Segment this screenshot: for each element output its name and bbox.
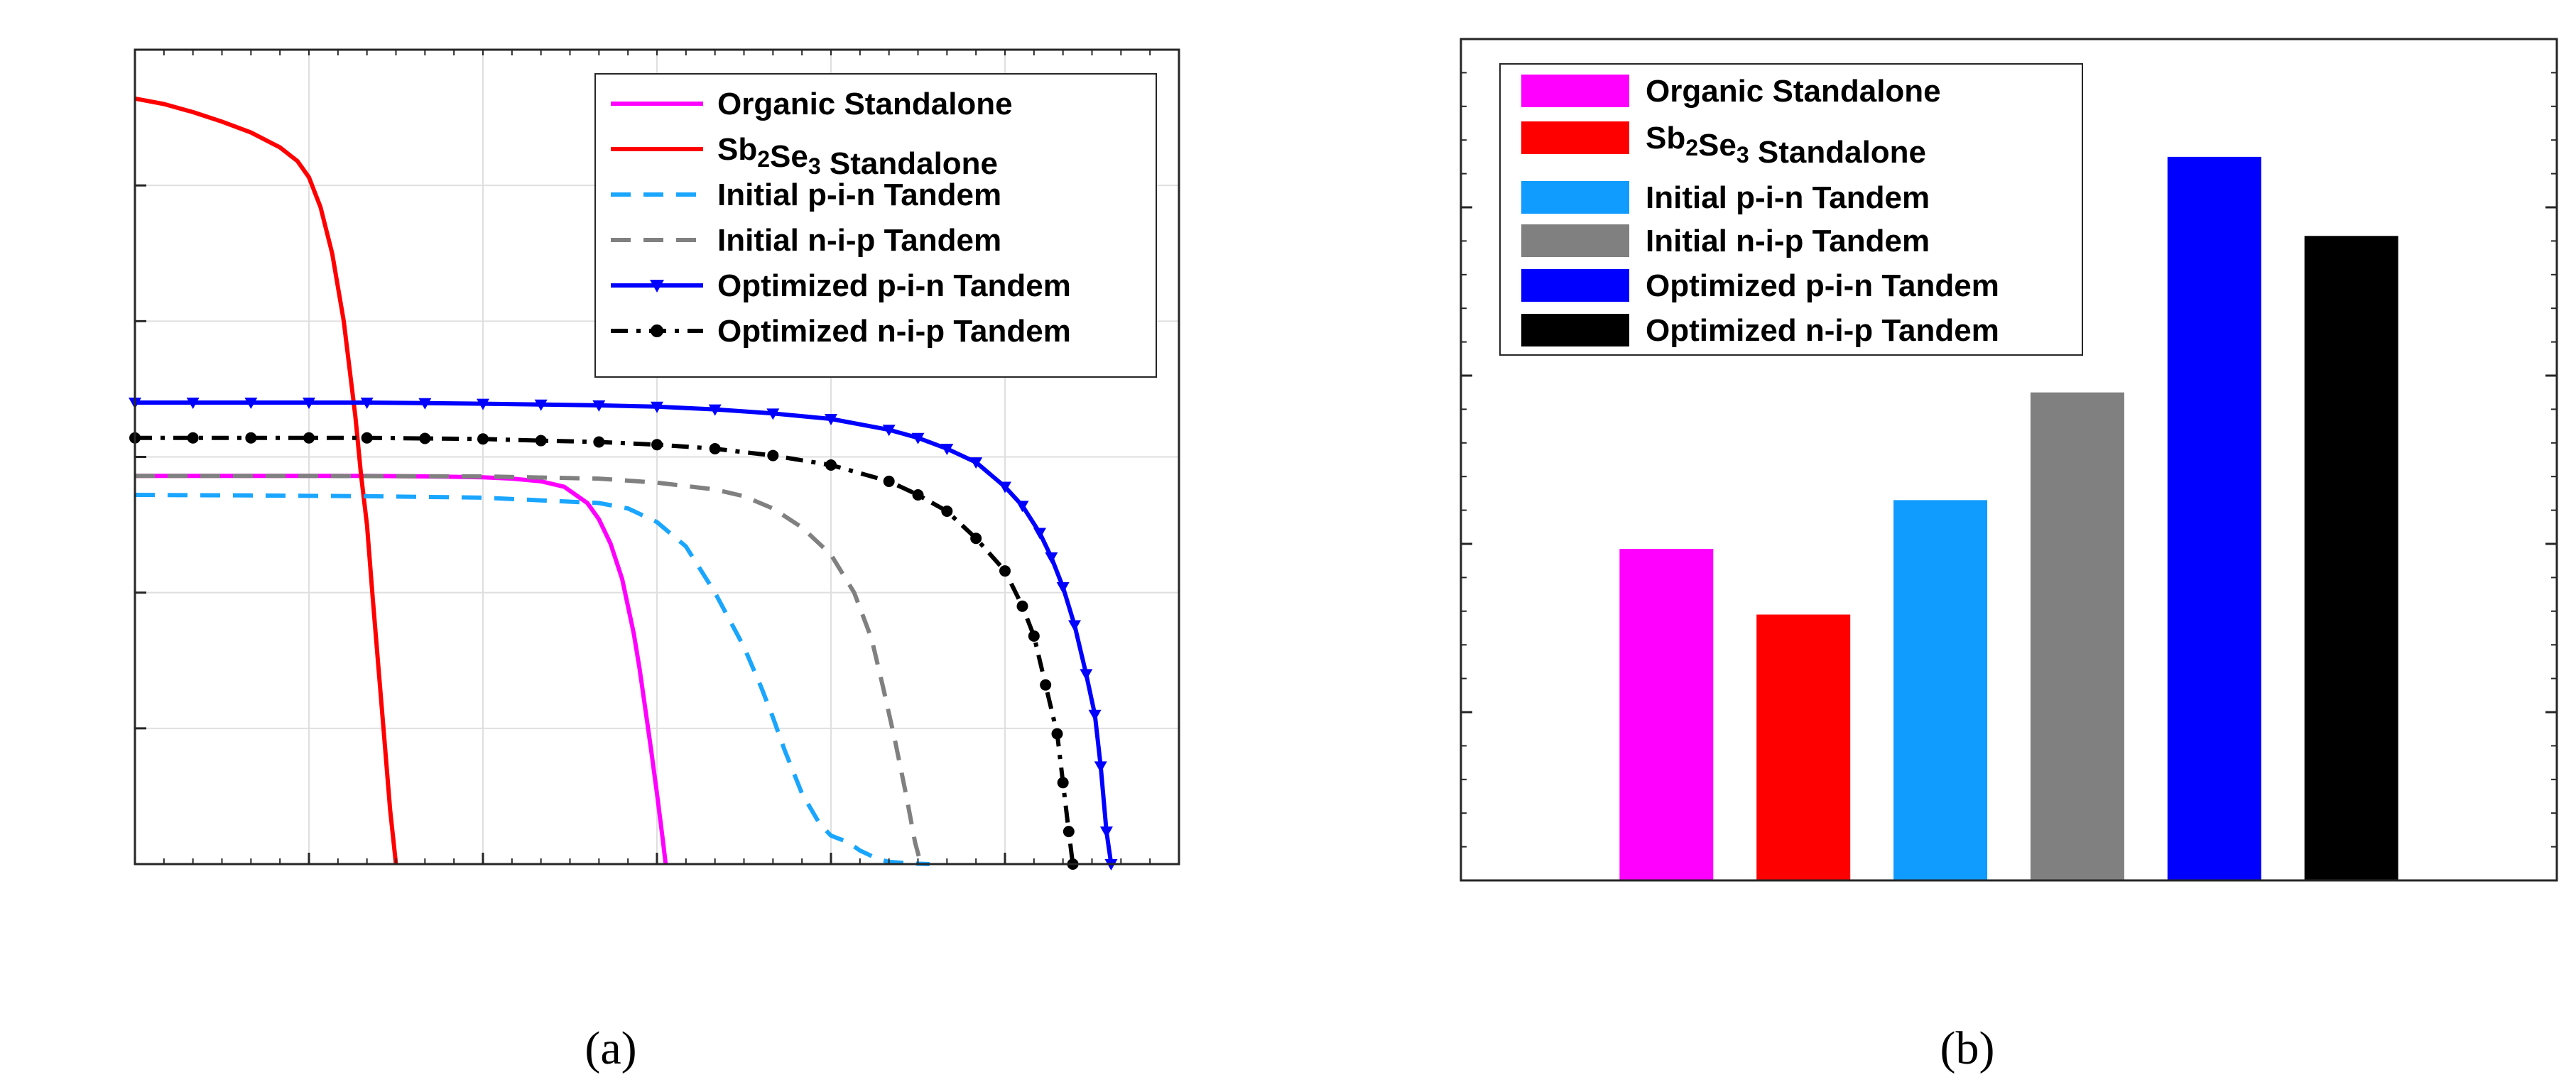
series-point-optimized-p-i-n-tandem <box>1016 501 1029 513</box>
series-point-optimized-p-i-n-tandem <box>708 404 722 416</box>
series-point-optimized-n-i-p-tandem <box>1016 600 1028 612</box>
series-line-initial-n-i-p-tandem <box>135 474 923 865</box>
bar-optimized-p-i-n-tandem <box>2167 156 2261 880</box>
legend-swatch-b-initial-n-i-p-tandem <box>1521 224 1629 257</box>
series-point-optimized-n-i-p-tandem <box>1040 679 1052 691</box>
bar-organic-standalone <box>1619 549 1714 880</box>
series-point-optimized-n-i-p-tandem <box>245 432 257 444</box>
series-line-organic-standalone <box>135 474 668 865</box>
series-point-optimized-p-i-n-tandem <box>911 432 925 444</box>
series-point-optimized-n-i-p-tandem <box>1057 777 1069 789</box>
series-point-optimized-p-i-n-tandem <box>360 398 374 410</box>
series-point-optimized-p-i-n-tandem <box>1080 669 1093 681</box>
legend-label-initial-n-i-p-tandem: Initial n-i-p Tandem <box>717 223 1001 258</box>
series-point-optimized-p-i-n-tandem <box>825 413 837 425</box>
series-point-optimized-n-i-p-tandem <box>767 449 779 462</box>
series-point-optimized-n-i-p-tandem <box>999 565 1011 577</box>
legend-swatch-b-optimized-n-i-p-tandem <box>1521 314 1629 346</box>
series-point-optimized-n-i-p-tandem <box>361 432 373 444</box>
legend-label-b-initial-n-i-p-tandem: Initial n-i-p Tandem <box>1646 224 1930 258</box>
bar-sb2se3-standalone <box>1756 614 1851 880</box>
legend-label-b-sb2se3-standalone: Sb2Se3 Standalone <box>1646 121 1926 170</box>
series-point-optimized-p-i-n-tandem <box>477 398 489 410</box>
series-point-optimized-p-i-n-tandem <box>186 398 200 410</box>
series-point-optimized-p-i-n-tandem <box>592 400 606 412</box>
series-point-optimized-p-i-n-tandem <box>1033 528 1046 540</box>
series-point-optimized-n-i-p-tandem <box>187 432 199 444</box>
series-point-optimized-n-i-p-tandem <box>1063 826 1075 838</box>
legend-label-b-optimized-p-i-n-tandem: Optimized p-i-n Tandem <box>1646 268 1999 303</box>
legend-label-b-optimized-n-i-p-tandem: Optimized n-i-p Tandem <box>1646 313 1999 348</box>
series-line-initial-p-i-n-tandem <box>134 493 930 866</box>
legend-a <box>594 73 1157 378</box>
series-point-optimized-n-i-p-tandem <box>941 505 953 517</box>
axes-box-b <box>1460 38 2558 882</box>
legend-marker-optimized-n-i-p-tandem <box>651 324 663 337</box>
series-line-sb2se3-standalone <box>134 96 398 865</box>
caption-a: (a) <box>585 1022 636 1074</box>
legend-label-optimized-p-i-n-tandem: Optimized p-i-n Tandem <box>717 268 1071 303</box>
series-point-optimized-n-i-p-tandem <box>651 439 663 451</box>
series-point-optimized-n-i-p-tandem <box>535 435 547 447</box>
series-point-optimized-n-i-p-tandem <box>477 433 489 445</box>
legend-label-sb2se3-standalone: Sb2Se3 Standalone <box>717 132 998 181</box>
legend-label-initial-p-i-n-tandem: Initial p-i-n Tandem <box>717 178 1001 212</box>
series-point-optimized-n-i-p-tandem <box>303 432 315 444</box>
bar-optimized-n-i-p-tandem <box>2304 236 2398 880</box>
caption-b: (b) <box>1940 1022 1995 1074</box>
bar-initial-n-i-p-tandem <box>2030 392 2124 880</box>
legend-swatch-b-sb2se3-standalone <box>1521 121 1629 154</box>
series-point-optimized-n-i-p-tandem <box>1051 728 1063 740</box>
legend-marker-optimized-p-i-n-tandem <box>650 280 664 293</box>
legend-label-organic-standalone: Organic Standalone <box>717 87 1013 121</box>
series-point-optimized-n-i-p-tandem <box>825 459 837 471</box>
series-point-optimized-p-i-n-tandem <box>244 398 258 410</box>
series-point-optimized-p-i-n-tandem <box>651 401 663 413</box>
series-point-optimized-p-i-n-tandem <box>418 398 432 410</box>
legend-swatch-b-organic-standalone <box>1521 75 1629 107</box>
series-point-optimized-p-i-n-tandem <box>1088 709 1102 721</box>
legend-label-b-organic-standalone: Organic Standalone <box>1646 74 1941 109</box>
series-point-optimized-p-i-n-tandem <box>1056 582 1070 594</box>
series-point-optimized-p-i-n-tandem <box>940 444 954 456</box>
series-point-optimized-p-i-n-tandem <box>1068 620 1081 632</box>
series-point-optimized-n-i-p-tandem <box>709 443 721 455</box>
series-point-optimized-p-i-n-tandem <box>999 481 1011 493</box>
series-point-optimized-n-i-p-tandem <box>970 533 982 545</box>
series-point-optimized-p-i-n-tandem <box>766 408 780 420</box>
series-point-optimized-n-i-p-tandem <box>883 475 895 487</box>
series-point-optimized-p-i-n-tandem <box>534 399 548 411</box>
series-point-optimized-p-i-n-tandem <box>303 398 315 410</box>
series-point-optimized-n-i-p-tandem <box>419 432 431 444</box>
panel-b-pce-bars: Organic Standalone Sb2Se3 Standalone Initi… <box>1460 38 2558 882</box>
legend-swatch-b-optimized-p-i-n-tandem <box>1521 269 1629 302</box>
series-point-optimized-p-i-n-tandem <box>1099 826 1113 839</box>
series-point-optimized-n-i-p-tandem <box>1028 630 1040 642</box>
bar-initial-p-i-n-tandem <box>1893 500 1988 880</box>
legend-swatch-b-initial-p-i-n-tandem <box>1521 181 1629 214</box>
series-point-optimized-p-i-n-tandem <box>1094 761 1107 773</box>
series-point-optimized-n-i-p-tandem <box>912 489 924 501</box>
series-point-optimized-p-i-n-tandem <box>969 457 983 469</box>
series-point-optimized-p-i-n-tandem <box>882 425 896 437</box>
series-point-optimized-n-i-p-tandem <box>593 436 605 448</box>
legend-label-optimized-n-i-p-tandem: Optimized n-i-p Tandem <box>717 314 1071 349</box>
legend-label-b-initial-p-i-n-tandem: Initial p-i-n Tandem <box>1646 180 1930 215</box>
series-point-optimized-p-i-n-tandem <box>1045 552 1058 564</box>
series-line-optimized-p-i-n-tandem <box>135 400 1114 865</box>
